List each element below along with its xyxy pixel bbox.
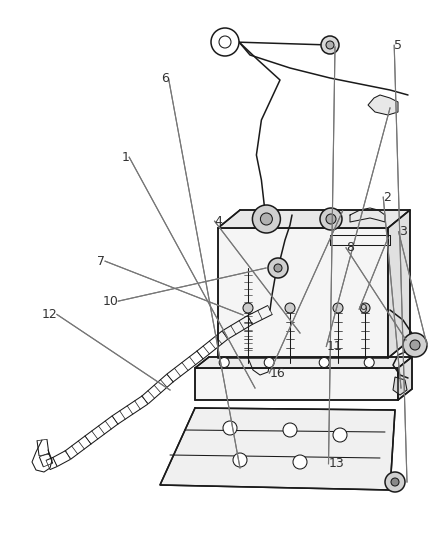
Circle shape xyxy=(252,205,280,233)
Polygon shape xyxy=(388,210,410,358)
Circle shape xyxy=(321,36,339,54)
Circle shape xyxy=(385,472,405,492)
Circle shape xyxy=(268,258,288,278)
Text: 10: 10 xyxy=(102,295,118,308)
Text: 4: 4 xyxy=(215,215,223,228)
Circle shape xyxy=(233,453,247,467)
Polygon shape xyxy=(398,357,412,400)
Circle shape xyxy=(223,421,237,435)
Text: 13: 13 xyxy=(328,457,344,470)
Circle shape xyxy=(333,428,347,442)
Text: 12: 12 xyxy=(41,308,57,321)
Circle shape xyxy=(264,358,274,367)
Text: 1: 1 xyxy=(121,151,129,164)
Circle shape xyxy=(319,358,329,367)
Polygon shape xyxy=(160,408,395,490)
Circle shape xyxy=(320,208,342,230)
Circle shape xyxy=(403,333,427,357)
Circle shape xyxy=(326,41,334,49)
Polygon shape xyxy=(195,357,412,368)
Circle shape xyxy=(410,340,420,350)
Circle shape xyxy=(283,423,297,437)
Circle shape xyxy=(219,358,229,367)
Circle shape xyxy=(274,264,282,272)
Circle shape xyxy=(333,303,343,313)
Text: 3: 3 xyxy=(399,225,406,238)
Circle shape xyxy=(219,36,231,48)
Polygon shape xyxy=(195,368,398,400)
Polygon shape xyxy=(368,95,398,115)
Circle shape xyxy=(391,478,399,486)
Circle shape xyxy=(326,214,336,224)
Polygon shape xyxy=(393,377,407,395)
Text: 5: 5 xyxy=(394,39,402,52)
Polygon shape xyxy=(218,210,410,228)
Text: 9: 9 xyxy=(359,303,367,316)
Text: 7: 7 xyxy=(97,255,105,268)
Circle shape xyxy=(293,455,307,469)
Text: 11: 11 xyxy=(326,340,342,353)
Circle shape xyxy=(364,358,374,367)
Text: 2: 2 xyxy=(383,191,391,204)
Circle shape xyxy=(243,303,253,313)
Text: 16: 16 xyxy=(269,367,285,379)
Circle shape xyxy=(285,303,295,313)
Text: 6: 6 xyxy=(161,72,169,85)
Circle shape xyxy=(211,28,239,56)
Polygon shape xyxy=(218,228,388,358)
Circle shape xyxy=(261,213,272,225)
Circle shape xyxy=(360,303,370,313)
Text: 8: 8 xyxy=(346,241,354,254)
